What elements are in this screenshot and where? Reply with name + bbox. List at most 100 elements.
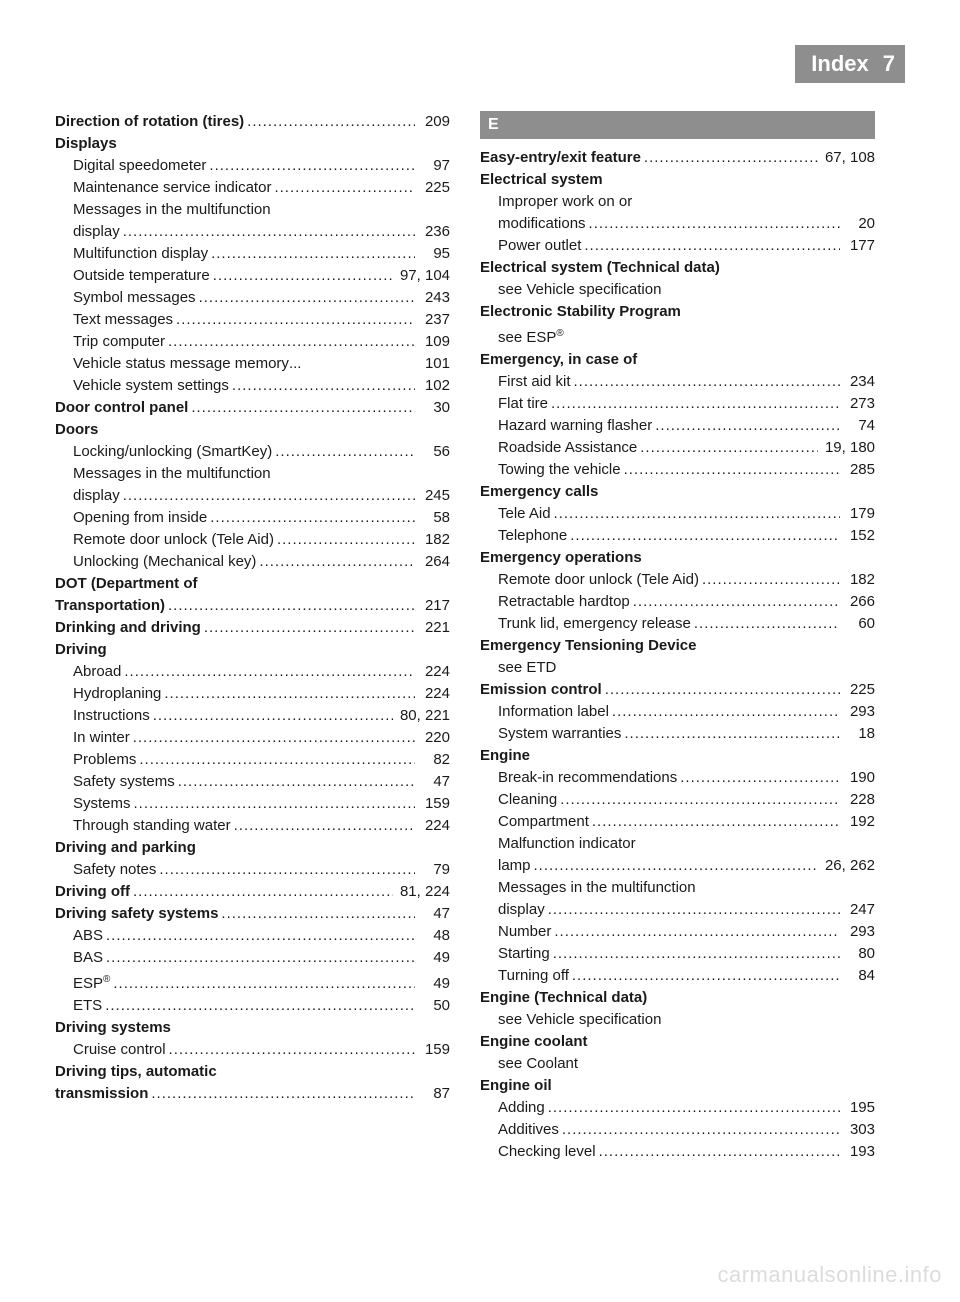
index-entry: Cruise control159 xyxy=(55,1039,450,1061)
entry-label: Driving xyxy=(55,639,107,661)
index-entry: Electronic Stability Program xyxy=(480,301,875,323)
dot-leader xyxy=(169,1039,415,1061)
index-entry: Transportation)217 xyxy=(55,595,450,617)
entry-label: Remote door unlock (Tele Aid) xyxy=(73,529,274,551)
entry-label: Systems xyxy=(73,793,131,815)
entry-label: modifications xyxy=(498,213,586,235)
index-page: Index 7 Direction of rotation (tires)209… xyxy=(55,45,905,1163)
entry-pages: 225 xyxy=(418,177,450,199)
entry-label: Roadside Assistance xyxy=(498,437,637,459)
index-entry: Abroad224 xyxy=(55,661,450,683)
entry-pages: 18 xyxy=(843,723,875,745)
entry-label: Emergency operations xyxy=(480,547,642,569)
entry-label: Driving safety systems xyxy=(55,903,218,925)
entry-pages: 102 xyxy=(418,375,450,397)
index-entry: Malfunction indicator xyxy=(480,833,875,855)
entry-pages: 192 xyxy=(843,811,875,833)
header-title: Index xyxy=(811,51,868,77)
dot-leader xyxy=(133,881,393,903)
index-entry: Cleaning228 xyxy=(480,789,875,811)
dot-leader xyxy=(139,749,415,771)
entry-label: Messages in the multifunction xyxy=(498,877,696,899)
index-entry: Starting80 xyxy=(480,943,875,965)
entry-pages: 243 xyxy=(418,287,450,309)
entry-pages: 221 xyxy=(418,617,450,639)
index-entry: Instructions 80, 221 xyxy=(55,705,450,727)
entry-label: Driving and parking xyxy=(55,837,196,859)
index-entry: see Vehicle specification xyxy=(480,1009,875,1031)
index-entry: Displays xyxy=(55,133,450,155)
dot-leader xyxy=(204,617,415,639)
left-column: Direction of rotation (tires)209Displays… xyxy=(55,111,450,1163)
dot-leader xyxy=(213,265,393,287)
entry-label: Emission control xyxy=(480,679,602,701)
index-entry: Engine (Technical data) xyxy=(480,987,875,1009)
entry-label: ESP® xyxy=(73,969,110,995)
entry-label: Messages in the multifunction xyxy=(73,463,271,485)
entry-pages: 26, 262 xyxy=(821,855,875,877)
entry-label: Displays xyxy=(55,133,117,155)
index-entry: Systems159 xyxy=(55,793,450,815)
dot-leader xyxy=(534,855,818,877)
entry-label: Problems xyxy=(73,749,136,771)
dot-leader xyxy=(199,287,415,309)
index-entry: First aid kit234 xyxy=(480,371,875,393)
entry-label: ETS xyxy=(73,995,102,1017)
index-entry: Trip computer109 xyxy=(55,331,450,353)
index-entry: lamp26, 262 xyxy=(480,855,875,877)
dot-leader xyxy=(694,613,840,635)
index-entry: Number 293 xyxy=(480,921,875,943)
dot-leader xyxy=(553,943,840,965)
entry-label: Instructions xyxy=(73,705,150,727)
entry-label: Multifunction display xyxy=(73,243,208,265)
entry-pages: 80 xyxy=(843,943,875,965)
entry-label: BAS xyxy=(73,947,103,969)
entry-label: see Coolant xyxy=(498,1053,578,1075)
dot-leader xyxy=(134,793,415,815)
dot-leader xyxy=(151,1083,415,1105)
index-entry: display247 xyxy=(480,899,875,921)
entry-label: Engine coolant xyxy=(480,1031,588,1053)
index-entry: Driving and parking xyxy=(55,837,450,859)
entry-pages: 87 xyxy=(418,1083,450,1105)
index-entry: transmission 87 xyxy=(55,1083,450,1105)
entry-pages: 182 xyxy=(418,529,450,551)
index-entry: Locking/unlocking (SmartKey)56 xyxy=(55,441,450,463)
index-entry: Roadside Assistance19, 180 xyxy=(480,437,875,459)
entry-label: Opening from inside xyxy=(73,507,207,529)
index-entry: Engine xyxy=(480,745,875,767)
entry-pages: 80, 221 xyxy=(396,705,450,727)
entry-label: Emergency, in case of xyxy=(480,349,637,371)
dot-leader xyxy=(599,1141,840,1163)
index-entry: Drinking and driving221 xyxy=(55,617,450,639)
entry-label: Additives xyxy=(498,1119,559,1141)
index-entry: Adding195 xyxy=(480,1097,875,1119)
entry-label: Digital speedometer xyxy=(73,155,206,177)
entry-label: Retractable hardtop xyxy=(498,591,630,613)
dot-leader xyxy=(640,437,818,459)
header-tab: Index 7 xyxy=(795,45,905,83)
entry-label: Number xyxy=(498,921,551,943)
index-entry: Telephone152 xyxy=(480,525,875,547)
dot-leader xyxy=(168,331,415,353)
dot-leader xyxy=(164,683,415,705)
entry-label: ABS xyxy=(73,925,103,947)
entry-pages: 293 xyxy=(843,921,875,943)
index-entry: Checking level193 xyxy=(480,1141,875,1163)
entry-label: transmission xyxy=(55,1083,148,1105)
dot-leader xyxy=(592,811,840,833)
index-entry: Outside temperature97, 104 xyxy=(55,265,450,287)
index-entry: Emergency calls xyxy=(480,481,875,503)
entry-pages: 264 xyxy=(418,551,450,573)
index-entry: Unlocking (Mechanical key)264 xyxy=(55,551,450,573)
entry-pages: 84 xyxy=(843,965,875,987)
index-entry: System warranties18 xyxy=(480,723,875,745)
entry-label: Safety systems xyxy=(73,771,175,793)
entry-pages: 79 xyxy=(418,859,450,881)
entry-label: Driving off xyxy=(55,881,130,903)
index-entry: display245 xyxy=(55,485,450,507)
index-entry: Emission control225 xyxy=(480,679,875,701)
entry-label: Malfunction indicator xyxy=(498,833,636,855)
dot-leader xyxy=(106,947,415,969)
dot-leader xyxy=(574,371,840,393)
